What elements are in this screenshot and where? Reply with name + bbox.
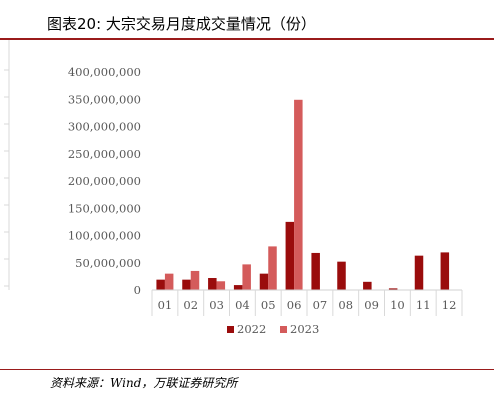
x-tick-label: 06 (287, 298, 302, 312)
bar-2022-12 (440, 252, 450, 290)
x-tick-label: 01 (158, 298, 173, 312)
x-tick-label: 05 (261, 298, 276, 312)
y-tick-label: 400,000,000 (68, 65, 141, 79)
title-divider (0, 38, 494, 40)
bar-2023-06 (294, 99, 303, 290)
y-tick-label: 350,000,000 (68, 92, 141, 106)
footer-divider (0, 369, 494, 370)
bar-2022-05 (259, 273, 269, 290)
bar-2022-10 (388, 288, 398, 290)
x-tick-label: 04 (235, 298, 250, 312)
bar-2022-08 (337, 261, 346, 290)
bar-2023-03 (216, 281, 226, 290)
bar-2023-01 (164, 273, 174, 290)
figure-title: 图表20: 大宗交易月度成交量情况（份） (47, 15, 316, 33)
x-tick-label: 12 (442, 298, 457, 312)
x-tick-label: 02 (183, 298, 198, 312)
legend-swatch-2023 (280, 326, 287, 333)
y-tick-label: 250,000,000 (68, 147, 141, 161)
x-axis: 01 02 03 04 05 06 07 08 09 10 11 12 (151, 289, 463, 316)
y-tick-label: 150,000,000 (68, 201, 141, 215)
legend-swatch-2022 (227, 326, 234, 333)
bar-2022-11 (414, 255, 424, 290)
x-tick-label: 08 (338, 298, 353, 312)
legend-label-2022: 2022 (237, 322, 266, 336)
bar-2022-04 (233, 285, 243, 290)
y-tick-label: 300,000,000 (68, 120, 141, 134)
y-tick-label: 0 (134, 283, 141, 297)
bar-2022-09 (363, 281, 372, 290)
source-note: 资料来源：Wind，万联证券研究所 (50, 376, 238, 390)
x-tick-label: 09 (364, 298, 379, 312)
bar-series (156, 99, 450, 291)
y-tick-label: 50,000,000 (75, 256, 141, 270)
cropped-neighbor-axis (4, 40, 10, 290)
bar-2022-06 (285, 221, 295, 291)
x-tick-label: 10 (390, 298, 405, 312)
monthly-volume-bar-chart: 0 50,000,000 100,000,000 150,000,000 200,000… (4, 40, 463, 336)
bar-2022-03 (208, 278, 217, 290)
bar-2022-07 (311, 252, 320, 290)
bar-2022-02 (182, 279, 191, 290)
chart-legend: 2022 2023 (227, 322, 319, 336)
bar-2023-02 (190, 270, 200, 290)
x-tick-label: 07 (313, 298, 328, 312)
x-tick-label: 03 (209, 298, 224, 312)
y-tick-label: 200,000,000 (68, 174, 141, 188)
bar-2023-04 (242, 264, 251, 290)
y-axis-labels: 0 50,000,000 100,000,000 150,000,000 200,000… (68, 65, 141, 297)
y-tick-label: 100,000,000 (68, 229, 141, 243)
x-tick-label: 11 (416, 298, 431, 312)
legend-label-2023: 2023 (290, 322, 319, 336)
bar-2023-05 (268, 246, 277, 290)
bar-2022-01 (156, 279, 165, 290)
